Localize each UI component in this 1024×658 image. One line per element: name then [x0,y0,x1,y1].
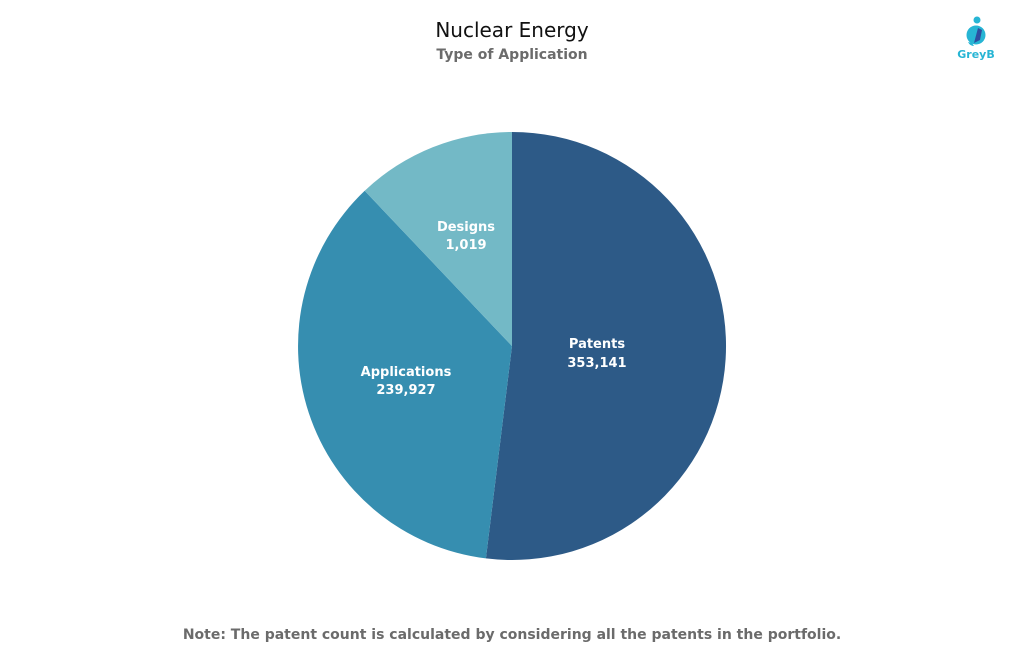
chart-title: Nuclear Energy [435,18,589,42]
slice-applications[interactable] [298,190,512,559]
slice-patents[interactable] [485,132,727,560]
greyb-logo-icon [966,16,986,46]
applications-value: 239,927 [376,383,435,398]
chart-subtitle: Type of Application [436,47,588,63]
slice-designs[interactable] [364,132,512,346]
designs-value: 1,019 [445,238,486,253]
footnote: Note: The patent count is calculated by … [182,627,842,643]
designs-label: Designs [437,220,495,235]
greyb-logo: GreyB [954,16,998,66]
patents-label: Patents [569,337,625,352]
logo-text: GreyB [957,48,995,61]
patents-value: 353,141 [567,356,626,371]
applications-label: Applications [361,365,452,380]
